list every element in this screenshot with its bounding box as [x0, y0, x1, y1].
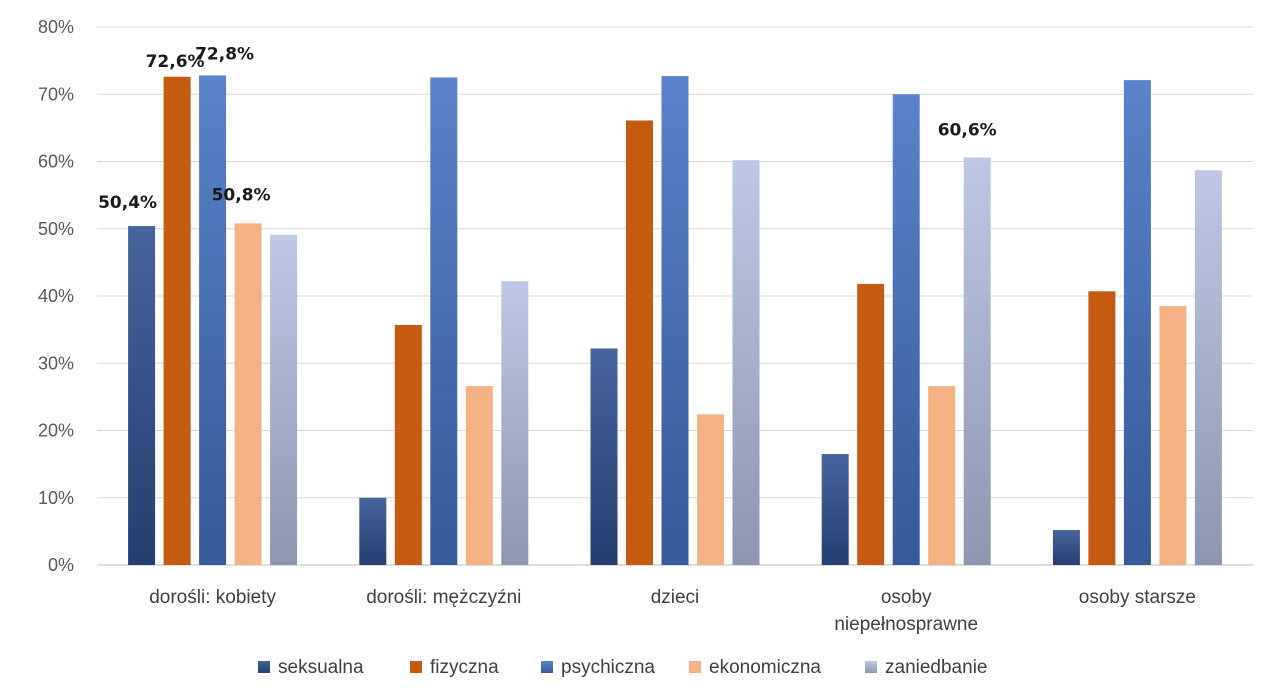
bar-psychiczna — [892, 94, 920, 565]
data-label: 72,6% — [146, 52, 205, 72]
legend-item-psychiczna: psychiczna — [541, 657, 655, 678]
bars — [128, 75, 1222, 566]
bar-seksualna — [128, 226, 156, 565]
data-label: 50,4% — [98, 193, 157, 213]
y-tick-label: 40% — [38, 286, 74, 306]
bar-fizyczna — [394, 324, 422, 565]
bar-zaniedbanie — [501, 281, 529, 565]
data-label: 72,8% — [195, 44, 254, 64]
legend-item-ekonomiczna: ekonomiczna — [689, 657, 821, 678]
bar-ekonomiczna — [928, 386, 956, 565]
y-axis-tick-labels: 0% 10% 20% 30% 40% 50% 60% 70% 80% — [38, 17, 74, 575]
bar-zaniedbanie — [732, 160, 760, 565]
y-tick-label: 20% — [38, 421, 74, 441]
legend-swatch — [410, 661, 422, 673]
y-tick-label: 0% — [48, 555, 74, 575]
y-tick-label: 80% — [38, 17, 74, 37]
x-category-label: dzieci — [651, 587, 700, 608]
bar-ekonomiczna — [234, 223, 262, 565]
y-tick-label: 10% — [38, 488, 74, 508]
data-labels: 50,4% 72,6%72,8% 50,8% 60,6% — [98, 44, 997, 213]
legend-item-fizyczna: fizyczna — [410, 657, 499, 678]
bar-ekonomiczna — [1159, 306, 1187, 565]
x-category-label: osoby niepełnosprawne — [834, 587, 978, 635]
bar-fizyczna — [626, 120, 653, 565]
bar-seksualna — [821, 454, 849, 565]
y-tick-label: 50% — [38, 219, 74, 239]
bar-zaniedbanie — [270, 234, 298, 566]
bar-fizyczna — [1088, 291, 1116, 565]
bar-ekonomiczna — [697, 414, 724, 565]
bar-zaniedbanie — [963, 157, 991, 565]
bar-psychiczna — [430, 77, 458, 565]
legend-swatch — [689, 661, 701, 673]
legend-label: seksualna — [278, 657, 364, 678]
x-category-label: dorośli: kobiety — [149, 587, 276, 608]
bar-psychiczna — [661, 76, 689, 565]
legend-swatch — [258, 661, 270, 673]
bar-psychiczna — [199, 75, 227, 566]
bar-fizyczna — [163, 76, 191, 565]
x-category-label: dorośli: mężczyźni — [366, 587, 521, 608]
legend-label: ekonomiczna — [709, 657, 821, 678]
x-category-label: osoby starsze — [1079, 587, 1196, 608]
data-label: 50,8% — [212, 185, 271, 205]
legend-label: zaniedbanie — [885, 657, 987, 678]
y-tick-label: 70% — [38, 84, 74, 104]
legend-label: fizyczna — [430, 657, 499, 678]
bar-psychiczna — [1123, 80, 1151, 565]
legend: seksualna fizyczna psychiczna ekonomiczna za… — [258, 657, 987, 678]
legend-item-zaniedbanie: zaniedbanie — [865, 657, 987, 678]
bar-ekonomiczna — [465, 386, 493, 565]
legend-swatch — [865, 661, 877, 673]
legend-item-seksualna: seksualna — [258, 657, 364, 678]
bar-seksualna — [590, 348, 618, 565]
y-tick-label: 60% — [38, 152, 74, 172]
legend-label: psychiczna — [561, 657, 655, 678]
bar-zaniedbanie — [1194, 170, 1222, 565]
legend-swatch — [541, 661, 553, 673]
x-axis-category-labels: dorośli: kobiety dorośli: mężczyźni dzieci… — [149, 587, 1196, 635]
bar-seksualna — [359, 497, 387, 565]
bar-fizyczna — [857, 283, 885, 565]
y-tick-label: 30% — [38, 353, 74, 373]
data-label: 60,6% — [938, 120, 997, 140]
bar-seksualna — [1052, 530, 1080, 565]
